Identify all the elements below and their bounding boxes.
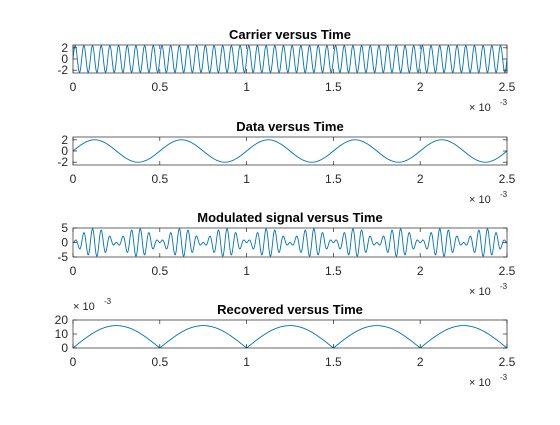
y-tick-label: -2	[57, 155, 68, 169]
x-tick-label: 0	[70, 172, 77, 186]
subplot-title: Recovered versus Time	[217, 302, 363, 317]
subplot-title: Modulated signal versus Time	[197, 210, 382, 225]
x-tick-label: 0.5	[151, 172, 168, 186]
y-tick-label: 5	[61, 221, 68, 235]
y-tick-label: 0	[61, 236, 68, 250]
x-tick-label: 2.5	[499, 172, 516, 186]
x-exponent-label: × 10	[469, 102, 491, 114]
x-tick-label: 2.5	[499, 264, 516, 278]
x-tick-label: 0	[70, 355, 77, 369]
y-tick-label: 0	[61, 144, 68, 158]
x-exponent-power: -3	[500, 190, 508, 199]
x-exponent-power: -3	[500, 373, 508, 382]
x-tick-label: 2.5	[499, 355, 516, 369]
x-tick-label: 1	[243, 355, 250, 369]
subplot-title: Data versus Time	[236, 119, 343, 134]
plot-area	[73, 320, 507, 348]
x-tick-label: 1	[243, 80, 250, 94]
x-tick-label: 2.5	[499, 80, 516, 94]
y-tick-label: 2	[61, 41, 68, 55]
x-tick-label: 0	[70, 264, 77, 278]
x-tick-label: 1	[243, 172, 250, 186]
y-tick-label: -5	[57, 250, 68, 264]
x-tick-label: 2	[417, 172, 424, 186]
x-exponent-label: × 10	[469, 377, 491, 389]
series-line-1	[73, 45, 507, 73]
y-tick-label: 0	[61, 341, 68, 355]
x-tick-label: 1	[243, 264, 250, 278]
x-exponent-power: -3	[500, 282, 508, 291]
y-tick-label: 10	[55, 327, 69, 341]
y-tick-label: 2	[61, 133, 68, 147]
x-tick-label: 1.5	[325, 264, 342, 278]
y-tick-label: 20	[55, 313, 69, 327]
y-tick-label: 0	[61, 52, 68, 66]
x-tick-label: 2	[417, 355, 424, 369]
series-line-1	[73, 228, 507, 257]
y-exponent-power: -3	[104, 297, 112, 306]
x-tick-label: 1.5	[325, 80, 342, 94]
x-tick-label: 0	[70, 80, 77, 94]
x-tick-label: 0.5	[151, 80, 168, 94]
x-tick-label: 1.5	[325, 355, 342, 369]
x-tick-label: 0.5	[151, 355, 168, 369]
x-tick-label: 0.5	[151, 264, 168, 278]
x-exponent-power: -3	[500, 98, 508, 107]
x-tick-label: 2	[417, 264, 424, 278]
series-line-1	[73, 139, 507, 163]
x-exponent-label: × 10	[469, 194, 491, 206]
x-tick-label: 2	[417, 80, 424, 94]
x-tick-label: 1.5	[325, 172, 342, 186]
y-exponent-label: × 10	[73, 301, 95, 313]
x-exponent-label: × 10	[469, 286, 491, 298]
series-line-1	[73, 325, 507, 348]
subplot-title: Carrier versus Time	[229, 27, 351, 42]
y-tick-label: -2	[57, 63, 68, 77]
